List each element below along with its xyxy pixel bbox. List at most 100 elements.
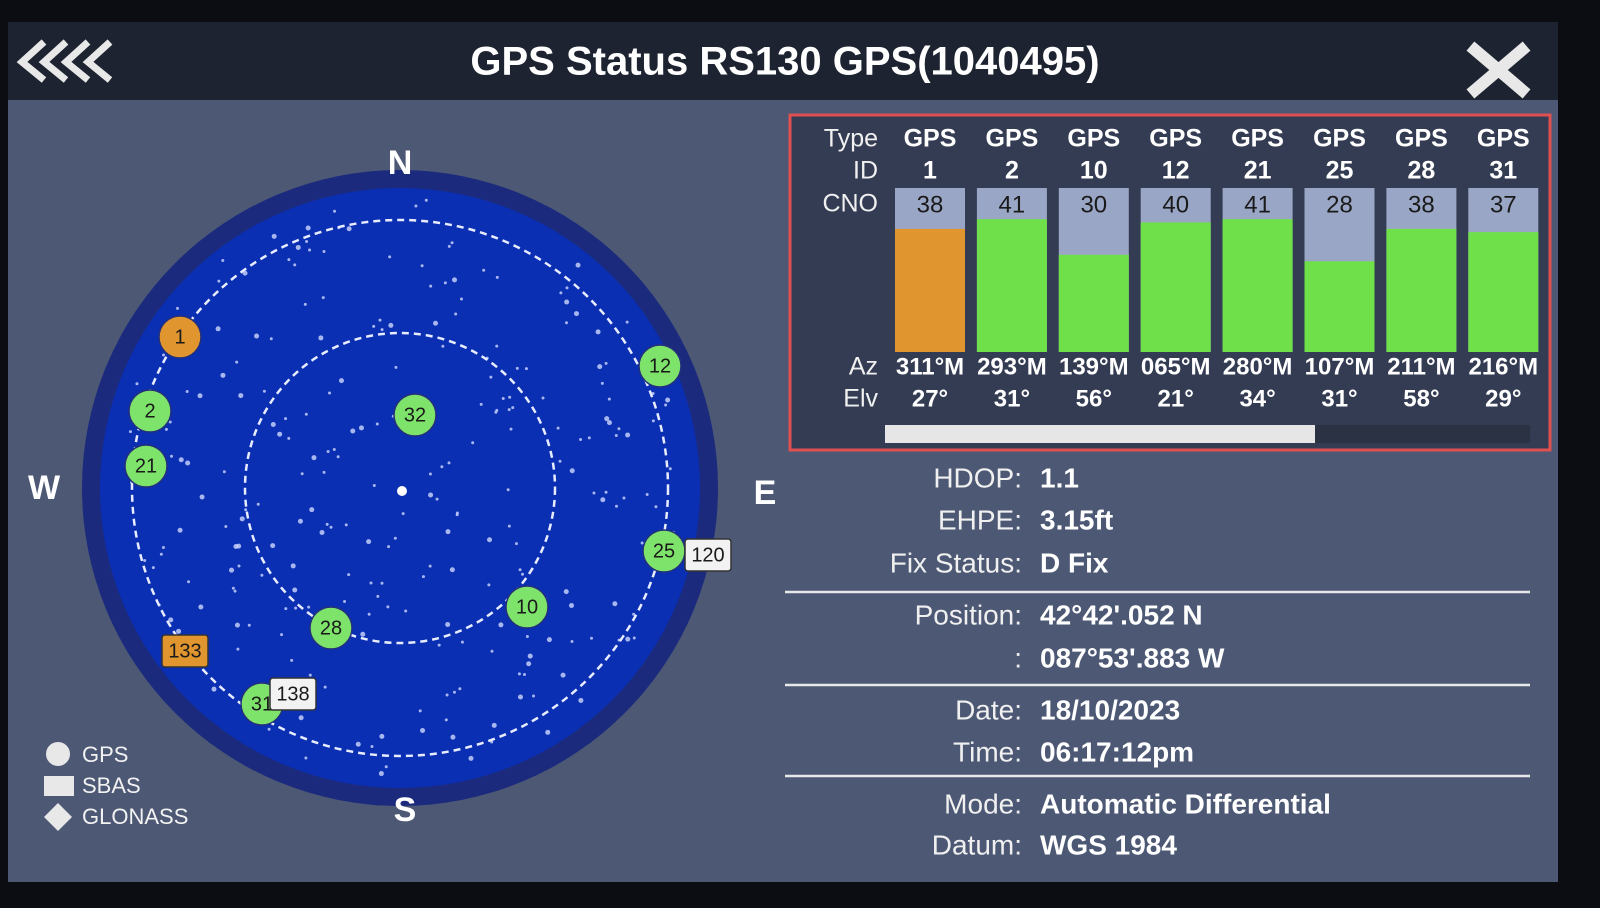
star: [632, 612, 636, 616]
star: [524, 367, 528, 371]
info-value: 06:17:12pm: [1040, 736, 1194, 767]
star: [600, 381, 604, 385]
star: [199, 494, 205, 500]
star: [350, 428, 356, 434]
sat-type: GPS: [986, 125, 1039, 153]
star: [347, 573, 351, 577]
star: [343, 600, 347, 604]
star: [420, 727, 426, 733]
compass-s: S: [394, 791, 417, 829]
close-button[interactable]: [1466, 41, 1531, 99]
star: [487, 583, 491, 587]
star: [380, 328, 384, 332]
star: [305, 240, 309, 244]
info-label: :: [1014, 642, 1022, 673]
info-value: 42°42'.052 N: [1040, 599, 1203, 630]
star: [625, 432, 631, 438]
star: [344, 523, 348, 527]
cno-bar: [895, 228, 965, 352]
star: [304, 412, 308, 416]
star: [444, 718, 448, 722]
star: [507, 408, 511, 412]
scroll-thumb[interactable]: [885, 425, 1315, 443]
star: [185, 460, 191, 466]
star: [311, 455, 317, 461]
star: [447, 244, 451, 248]
star: [217, 279, 221, 283]
star: [614, 434, 618, 438]
star: [569, 602, 575, 608]
star: [607, 397, 611, 401]
star: [563, 589, 569, 595]
star: [235, 360, 239, 364]
satellite-marker: [393, 393, 437, 437]
star: [455, 513, 459, 517]
star: [421, 575, 425, 579]
star: [495, 275, 499, 279]
sat-type: GPS: [1477, 125, 1530, 153]
star: [526, 661, 532, 667]
star: [625, 320, 629, 324]
satellite-marker: [128, 389, 172, 433]
star: [393, 536, 397, 540]
sat-elv: 34°: [1239, 385, 1275, 412]
sat-id: 21: [1244, 157, 1272, 185]
star: [668, 467, 672, 471]
satellite-label: 133: [168, 640, 201, 662]
star: [224, 525, 228, 529]
info-label: HDOP:: [933, 462, 1022, 493]
star: [440, 465, 444, 469]
star: [231, 586, 235, 590]
back-button[interactable]: [16, 39, 113, 83]
sat-type: GPS: [1067, 125, 1120, 153]
star: [490, 649, 494, 653]
star: [565, 286, 569, 290]
star: [176, 628, 182, 634]
star: [168, 617, 174, 623]
star: [600, 497, 606, 503]
elevation-ring: [243, 331, 557, 645]
star: [458, 687, 462, 691]
star: [244, 508, 248, 512]
legend-label: GPS: [82, 742, 128, 767]
star: [506, 488, 510, 492]
star: [625, 636, 631, 642]
star: [559, 291, 563, 295]
star: [379, 733, 385, 739]
info-label: Date:: [955, 694, 1022, 725]
star: [501, 396, 505, 400]
star: [247, 623, 251, 627]
star: [531, 694, 535, 698]
star: [236, 647, 240, 651]
star: [604, 361, 608, 365]
star: [569, 468, 575, 474]
star: [294, 606, 298, 610]
info-label: Time:: [953, 736, 1022, 767]
star: [287, 436, 291, 440]
star: [378, 318, 382, 322]
star: [293, 263, 297, 267]
info-label: Fix Status:: [890, 547, 1022, 578]
star: [541, 396, 545, 400]
star: [433, 320, 439, 326]
star: [355, 741, 361, 747]
info-value: D Fix: [1040, 547, 1109, 578]
star: [452, 690, 456, 694]
star: [175, 306, 179, 310]
star: [447, 461, 451, 465]
star: [509, 427, 513, 431]
satellite-marker: [505, 585, 549, 629]
star: [284, 417, 288, 421]
star: [525, 634, 529, 638]
star: [443, 281, 447, 285]
cno-bar: [1140, 222, 1211, 352]
star: [545, 729, 551, 735]
star: [211, 686, 217, 692]
star: [295, 244, 301, 250]
star: [236, 543, 242, 549]
star: [489, 375, 493, 379]
sat-elv: 31°: [994, 385, 1030, 412]
star: [177, 527, 183, 533]
star: [508, 395, 512, 399]
info-panel: HDOP: 1.1 EHPE: 3.15ft Fix Status: D Fix Posit…: [785, 462, 1530, 860]
